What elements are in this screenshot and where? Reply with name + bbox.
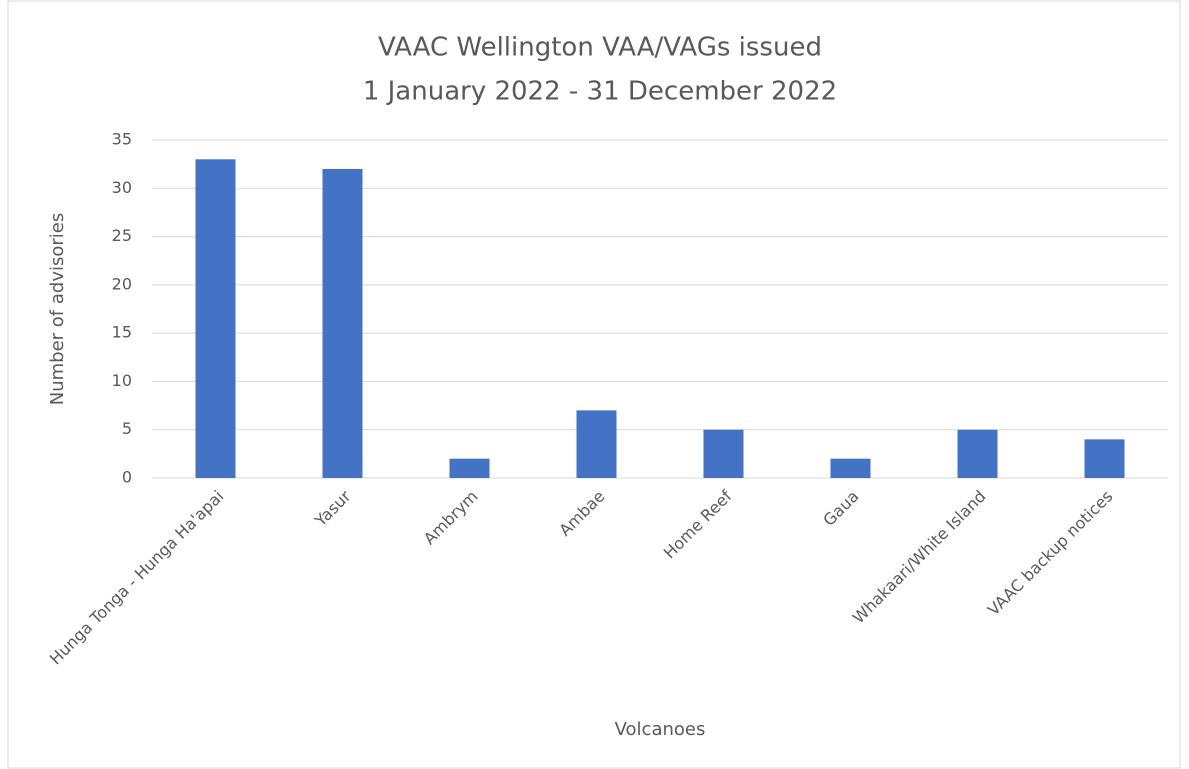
bar <box>957 429 998 478</box>
bar <box>830 458 871 478</box>
y-tick-label: 35 <box>112 130 132 149</box>
y-tick-label: 15 <box>112 323 132 342</box>
bar <box>703 429 744 478</box>
chart-frame <box>7 0 1181 769</box>
y-tick-label: 30 <box>112 178 132 197</box>
bar <box>195 159 236 479</box>
bar <box>322 168 363 478</box>
y-axis-label: Number of advisories <box>47 213 68 405</box>
bar <box>576 410 617 478</box>
y-tick-label: 25 <box>112 226 132 245</box>
bar <box>1084 439 1125 478</box>
chart-subtitle: 1 January 2022 - 31 December 2022 <box>363 77 837 107</box>
y-tick-label: 20 <box>112 274 132 293</box>
y-tick-label: 5 <box>122 419 132 438</box>
chart-title: VAAC Wellington VAA/VAGs issued <box>378 33 822 63</box>
x-axis-label: Volcanoes <box>615 719 706 740</box>
bar <box>449 458 490 478</box>
y-tick-label: 0 <box>122 468 132 487</box>
y-tick-label: 10 <box>112 371 132 390</box>
